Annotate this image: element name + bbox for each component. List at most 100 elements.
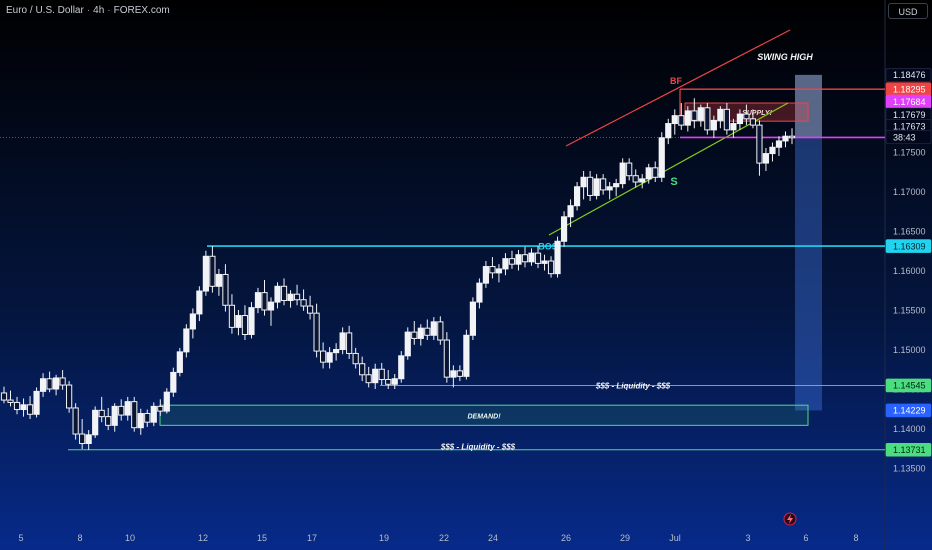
candle-body xyxy=(788,135,796,139)
price-tag xyxy=(885,68,932,82)
price-tick-label: 1.17500 xyxy=(893,148,926,158)
candle-body xyxy=(313,312,320,352)
candle-body xyxy=(235,315,242,328)
bos-label: BOS xyxy=(538,242,558,252)
candle-body xyxy=(378,368,385,381)
candle-body xyxy=(26,404,34,415)
candle-body xyxy=(619,162,626,185)
candle-body xyxy=(417,327,424,339)
candle-body xyxy=(254,292,262,309)
candle-body xyxy=(743,113,750,120)
candle-body xyxy=(547,260,555,275)
price-tag-label: 1.14229 xyxy=(893,406,926,416)
candle-body xyxy=(391,378,398,385)
chart-header: Euro / U.S. Dollar · 4h · FOREX.com xyxy=(0,0,885,20)
candle-body xyxy=(241,315,249,335)
liquidity-upper-label: $$$ - Liquidity - $$$ xyxy=(595,381,671,390)
candle-body xyxy=(111,405,118,426)
time-tick-label: 12 xyxy=(198,533,208,543)
time-tick-label: 15 xyxy=(257,533,267,543)
candle-body xyxy=(222,273,229,306)
price-tag-label: 1.13731 xyxy=(893,445,926,455)
liquidity-lower-label: $$$ - Liquidity - $$$ xyxy=(440,442,516,451)
time-tick-label: 26 xyxy=(561,533,571,543)
candle-body xyxy=(183,328,190,353)
candle-body xyxy=(98,409,105,418)
candle-body xyxy=(697,107,704,121)
s-marker: S xyxy=(670,176,677,188)
candle-body xyxy=(7,399,14,403)
symbol-info[interactable]: Euro / U.S. Dollar · 4h · FOREX.com xyxy=(6,5,170,16)
time-tick-label: 29 xyxy=(620,533,630,543)
candle-body xyxy=(463,334,470,377)
candle-body xyxy=(717,108,724,121)
candle-body xyxy=(769,146,776,155)
price-tag xyxy=(885,130,932,144)
candle-body xyxy=(404,331,411,357)
exchange: FOREX.com xyxy=(113,5,170,16)
candle-body xyxy=(372,368,379,384)
candle-body xyxy=(46,378,53,390)
candle-body xyxy=(66,384,73,409)
candle-body xyxy=(385,379,392,385)
candle-body xyxy=(652,167,659,178)
candle-body xyxy=(541,260,548,264)
swing-high-label: SWING HIGH xyxy=(757,52,813,62)
candle-body xyxy=(430,321,437,336)
lightning-bolt xyxy=(787,514,793,524)
candle-body xyxy=(163,391,170,412)
candle-body xyxy=(756,124,763,164)
candle-body xyxy=(606,186,613,191)
candle-body xyxy=(176,351,183,373)
price-tag-label: 1.17673 xyxy=(893,121,926,131)
candle-body xyxy=(658,137,665,178)
candle-body xyxy=(587,176,594,196)
candle-body xyxy=(124,401,131,416)
candle-body xyxy=(267,301,275,311)
candle-body xyxy=(118,405,125,416)
candle-body xyxy=(573,186,581,207)
price-tick-label: 1.17000 xyxy=(893,187,926,197)
candle-body xyxy=(495,268,503,274)
price-tick-label: 1.13500 xyxy=(893,464,926,474)
candle-body xyxy=(476,282,483,303)
candle-body xyxy=(456,370,463,377)
candle-body xyxy=(508,258,516,265)
candle-body xyxy=(469,301,476,336)
candle-body xyxy=(528,252,535,263)
candle-body xyxy=(567,205,574,218)
candle-body xyxy=(443,339,450,378)
demand-label: DEMAND! xyxy=(467,413,501,420)
time-tick-label: 10 xyxy=(125,533,135,543)
candle-body xyxy=(261,292,268,311)
candle-body xyxy=(359,363,366,376)
candle-body xyxy=(736,113,744,125)
candle-body xyxy=(59,377,66,386)
candle-body xyxy=(626,162,633,177)
candle-body xyxy=(196,290,203,315)
candle-body xyxy=(632,175,639,183)
candle-body xyxy=(489,266,496,274)
candle-body xyxy=(144,412,151,423)
candle-body xyxy=(320,350,327,363)
price-tag xyxy=(885,442,932,457)
candle-body xyxy=(72,407,79,435)
candle-body xyxy=(137,412,144,429)
currency-button[interactable]: USD xyxy=(888,3,928,19)
candle-body xyxy=(248,307,255,335)
channel-upper-line xyxy=(565,29,791,147)
candle-body xyxy=(13,401,21,411)
channel-lower-line xyxy=(548,102,789,236)
candle-body xyxy=(105,416,112,426)
candle-body xyxy=(92,409,99,436)
time-tick-label: 17 xyxy=(307,533,317,543)
candle-body xyxy=(131,401,138,429)
separator-dot: · xyxy=(86,5,91,16)
candle-body xyxy=(704,107,711,131)
candle-body xyxy=(678,115,685,126)
candle-body xyxy=(346,332,353,354)
time-tick-label: 8 xyxy=(853,533,858,543)
candle-body xyxy=(39,378,47,392)
